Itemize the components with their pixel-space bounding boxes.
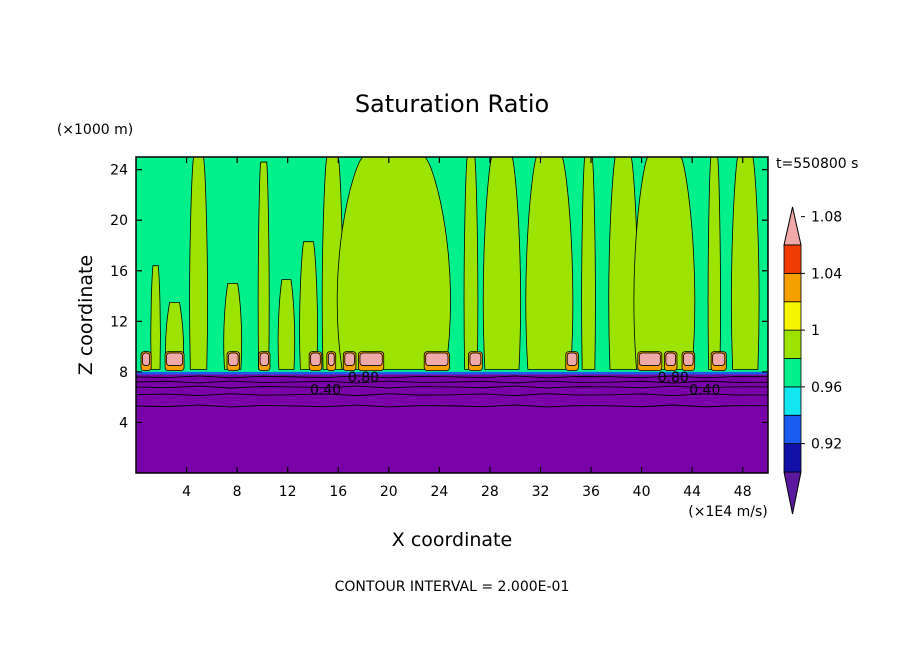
x-tick-label-12: 12 [279,484,297,500]
pink-contour-7 [359,352,383,366]
colorbar-swatch-6 [783,301,802,331]
supersat-column-11 [525,156,574,370]
x-tick-label-44: 44 [683,484,701,500]
y-tick-label-12: 12 [110,314,128,330]
plot-frame [135,156,769,474]
supersat-column-10 [482,156,521,370]
colorbar-swatch-4 [783,358,802,388]
x-tick-label-36: 36 [582,484,600,500]
time-label: t=550800 s [776,156,858,172]
contour-line-4 [135,404,769,408]
x-tick-label-48: 48 [734,484,752,500]
y-tick-label-16: 16 [110,264,128,280]
pink-contour-5 [327,352,335,366]
supersat-column-2 [189,156,208,370]
boundary-layer [136,374,768,473]
colorbar-swatch-5 [783,329,802,359]
supersat-column-4 [257,161,270,370]
x-tick-label-40: 40 [633,484,651,500]
x-tick-label-20: 20 [380,484,398,500]
y-units-label: (×1000 m) [57,122,133,138]
supersat-column-5 [277,279,296,370]
colorbar-label-0: 0.92 [811,437,842,453]
supersat-column-15 [707,156,721,370]
supersat-column-16 [731,156,760,370]
pink-contour-8 [425,352,449,366]
contour-label-3: 0.40 [689,383,720,399]
supersat-column-0 [150,265,161,370]
pink-contour-2 [228,352,239,366]
pink-contour-13 [683,352,694,366]
supersat-column-13 [608,156,639,370]
plot-field [135,156,769,473]
pink-contour-4 [310,352,321,366]
pink-contour-14 [712,352,726,366]
supersat-column-9 [463,156,479,370]
x-tick-label-4: 4 [182,484,191,500]
x-units-label: (×1E4 m/s) [688,504,767,520]
colorbar-label-1: 0.96 [811,380,842,396]
colorbar-swatch-7 [783,272,802,303]
x-tick-label-28: 28 [481,484,499,500]
pink-contour-9 [469,352,482,366]
pink-contour-0 [142,352,151,366]
y-tick-label-20: 20 [110,213,128,229]
contour-label-2: 0.80 [658,370,689,386]
dry-band [136,371,768,375]
contour-line-3 [135,393,769,397]
colorbar-label-2: 1 [811,323,820,339]
colorbar-swatch-1 [783,443,802,473]
supersat-column-6 [299,241,318,370]
pink-contour-6 [344,352,355,366]
colorbar-max-arrow [783,206,802,246]
colorbar-swatch-3 [783,386,802,416]
contour-label-1: 0.40 [310,383,341,399]
chart-title: Saturation Ratio [355,90,549,118]
x-tick-label-16: 16 [329,484,347,500]
colorbar-min-arrow [783,471,802,515]
x-axis-ticks: 4 8 12 16 20 24 28 32 36 40 44 48 [182,157,752,500]
colorbar: 0.92 0.96 1 1.04 1.08 [783,206,842,515]
contour-labels: 0.800.400.800.40 [310,370,720,399]
contour-line-2 [135,385,769,389]
colorbar-label-4: 1.08 [811,210,842,226]
x-tick-label-8: 8 [233,484,242,500]
y-tick-label-24: 24 [110,163,128,179]
pink-contour-1 [166,352,183,366]
supersat-column-3 [223,283,243,370]
supersat-column-14 [633,156,696,370]
supersat-column-8 [336,156,451,370]
pink-contour-3 [259,352,269,366]
supersat-column-12 [581,156,596,370]
contour-label-0: 0.80 [348,370,379,386]
contour-line-0 [135,375,769,379]
colorbar-swatch-2 [783,414,802,445]
contour-line-1 [135,380,769,384]
y-axis-label: Z coordinate [75,255,97,375]
x-tick-label-32: 32 [532,484,550,500]
pink-contour-10 [566,352,578,366]
pink-contour-11 [638,352,661,366]
y-tick-label-8: 8 [119,365,128,381]
pink-contour-12 [665,352,676,366]
y-tick-label-4: 4 [119,415,128,431]
x-axis-label: X coordinate [392,529,512,551]
y-axis-ticks: 4 8 12 16 20 24 [110,163,768,431]
colorbar-swatch-8 [783,244,802,274]
x-tick-label-24: 24 [430,484,448,500]
contour-interval-footer: CONTOUR INTERVAL = 2.000E-01 [335,579,570,595]
colorbar-label-3: 1.04 [811,266,842,282]
